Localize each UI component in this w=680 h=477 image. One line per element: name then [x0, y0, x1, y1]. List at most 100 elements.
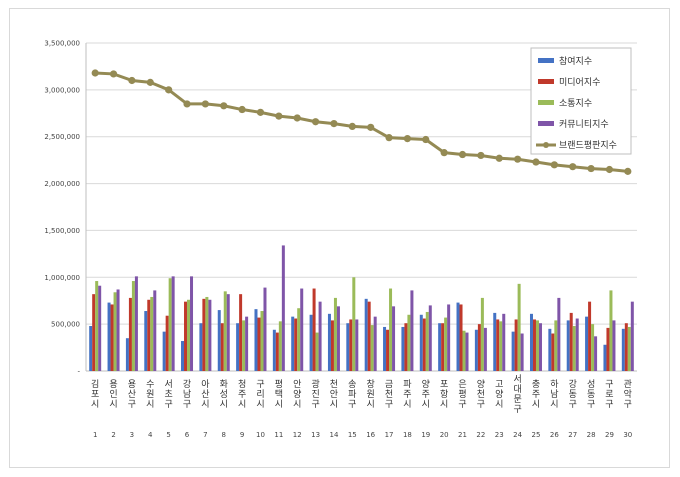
rank-label: 3: [130, 431, 134, 439]
bar-3-30: [627, 326, 631, 371]
bar-3-2: [113, 292, 117, 371]
bar-3-7: [205, 296, 209, 371]
bar-1-21: [456, 302, 460, 371]
bar-2-30: [624, 323, 628, 371]
brand-index-point-19: [422, 135, 430, 144]
brand-index-point-27: [569, 163, 577, 171]
bar-2-2: [110, 304, 114, 371]
bar-4-14: [336, 306, 340, 371]
legend-line-marker: [543, 142, 549, 148]
bar-4-17: [392, 306, 396, 371]
rank-label: 13: [311, 431, 320, 439]
y-tick-label: 1,500,000: [44, 227, 80, 235]
bar-1-4: [144, 311, 148, 371]
bar-4-9: [245, 316, 249, 371]
bar-4-18: [410, 290, 414, 371]
bar-1-15: [346, 323, 350, 371]
bar-2-9: [239, 294, 243, 371]
rank-label: 26: [550, 431, 559, 439]
y-tick-label: 3,500,000: [44, 40, 80, 48]
bar-4-24: [520, 333, 524, 371]
brand-index-point-18: [403, 134, 412, 143]
rank-label: 14: [329, 431, 338, 439]
brand-index-point-24: [514, 155, 522, 163]
bar-2-15: [349, 319, 353, 371]
bar-2-17: [386, 329, 390, 371]
bar-2-12: [294, 318, 298, 371]
bar-2-20: [441, 323, 445, 371]
bar-4-1: [98, 285, 102, 371]
bar-4-10: [263, 287, 267, 371]
bar-4-25: [538, 323, 542, 371]
bar-2-7: [202, 298, 206, 371]
brand-index-point-10: [256, 108, 265, 116]
bar-3-3: [131, 281, 135, 371]
bar-2-28: [588, 301, 592, 371]
bar-1-25: [529, 313, 533, 371]
brand-index-point-16: [367, 123, 375, 131]
bar-4-4: [153, 290, 157, 371]
bar-2-29: [606, 327, 610, 371]
rank-label: 30: [623, 431, 632, 439]
bar-2-5: [165, 315, 169, 371]
bar-4-15: [355, 319, 359, 371]
brand-index-point-4: [146, 78, 154, 86]
bar-3-24: [517, 283, 521, 371]
brand-index-point-25: [532, 158, 540, 166]
bar-4-2: [116, 289, 120, 371]
bar-4-12: [300, 288, 304, 371]
bar-1-5: [162, 331, 166, 371]
bar-3-18: [407, 314, 411, 371]
bar-4-29: [612, 320, 616, 371]
rank-label: 7: [203, 431, 207, 439]
rank-label: 8: [222, 431, 226, 439]
bar-1-6: [181, 341, 185, 371]
bar-2-4: [147, 299, 151, 371]
bar-1-11: [272, 329, 276, 371]
bar-3-9: [242, 320, 246, 371]
rank-label: 15: [348, 431, 357, 439]
brand-index-point-2: [109, 70, 118, 78]
bar-2-11: [275, 332, 279, 371]
brand-index-point-29: [605, 165, 614, 174]
bar-2-22: [477, 324, 481, 371]
bar-4-20: [447, 304, 451, 371]
bar-3-29: [609, 290, 613, 371]
bar-1-18: [401, 326, 405, 371]
bar-3-19: [425, 311, 429, 371]
brand-index-point-8: [220, 102, 228, 110]
bar-2-8: [220, 323, 224, 371]
bar-3-23: [499, 321, 503, 371]
legend-swatch: [538, 58, 554, 63]
bar-4-11: [281, 245, 285, 371]
bar-4-22: [483, 327, 487, 371]
rank-label: 12: [293, 431, 302, 439]
bar-4-19: [428, 305, 432, 371]
bar-1-27: [566, 320, 570, 371]
brand-index-point-28: [587, 164, 595, 173]
bar-2-3: [128, 297, 132, 371]
bar-3-20: [444, 317, 448, 371]
rank-label: 23: [495, 431, 504, 439]
bar-2-14: [330, 320, 334, 371]
bar-1-17: [383, 326, 387, 371]
brand-index-point-5: [165, 86, 173, 94]
rank-label: 6: [185, 431, 190, 439]
bar-3-11: [278, 321, 282, 371]
bar-1-23: [493, 312, 497, 371]
bar-4-7: [208, 299, 212, 371]
brand-index-point-20: [440, 149, 448, 157]
